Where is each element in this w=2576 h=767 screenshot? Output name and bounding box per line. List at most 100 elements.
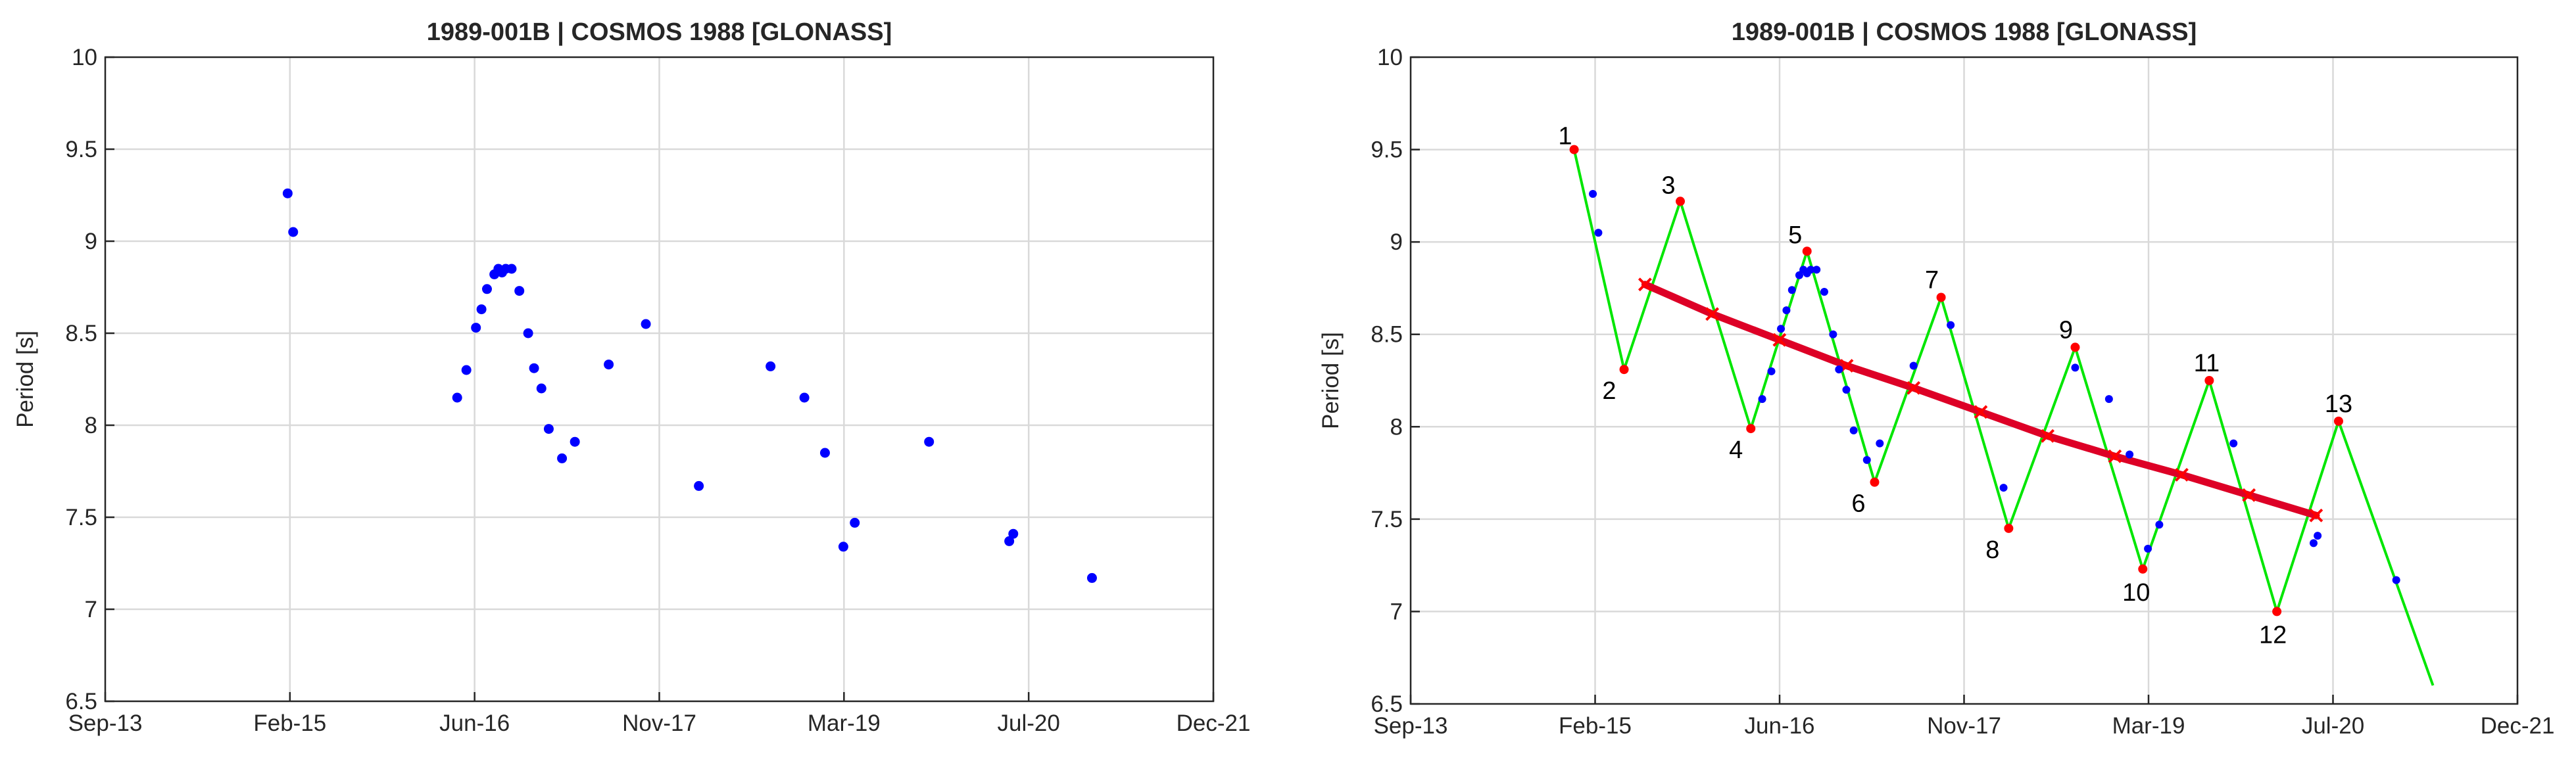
right-data-point — [2155, 521, 2164, 529]
left-data-point — [1086, 572, 1097, 583]
right-data-point — [1807, 266, 1815, 274]
right-y-tick-label: 9.5 — [1371, 137, 1403, 163]
right-extremum-label: 3 — [1661, 172, 1675, 199]
left-ticks: Sep-13 Feb-15 Jun-16 Nov-17 Mar-19 Jul-20 Dec-… — [65, 45, 1250, 736]
right-y-tick-label: 10 — [1377, 45, 1403, 70]
left-y-tick-label: 7 — [85, 597, 97, 622]
left-x-tick-label: Sep-13 — [68, 710, 143, 736]
right-ticks: Sep-13 Feb-15 Jun-16 Nov-17 Mar-19 Jul-20 Dec-… — [1371, 45, 2554, 739]
left-x-tick-label: Jul-20 — [998, 710, 1060, 736]
right-extremum-marker — [2204, 376, 2214, 385]
left-data-layer — [282, 188, 1097, 583]
right-data-point — [2104, 395, 2113, 404]
left-y-tick-label: 9.5 — [65, 137, 97, 162]
right-extremum-marker — [2138, 564, 2148, 574]
right-data-point — [1999, 484, 2008, 492]
right-trend-marker — [1974, 405, 1988, 419]
left-y-tick-label: 7.5 — [65, 505, 97, 530]
right-extremum-label: 1 — [1558, 123, 1572, 151]
right-y-tick-label: 8 — [1390, 414, 1403, 440]
right-data-point — [1589, 190, 1597, 198]
right-trend-marker — [2108, 449, 2122, 463]
right-data-point — [1829, 330, 1837, 338]
right-extremum-marker — [2272, 607, 2282, 616]
right-data-point — [2126, 450, 2134, 459]
left-y-tick-label: 10 — [72, 45, 97, 70]
right-trend-marker — [2242, 488, 2256, 502]
right-extremum-label: 11 — [2194, 350, 2220, 377]
left-data-point — [694, 480, 704, 491]
right-data-point — [2071, 363, 2079, 372]
right-data-point — [2309, 539, 2318, 547]
right-data-point — [1820, 288, 1828, 296]
right-y-tick-label: 7 — [1390, 599, 1403, 624]
right-data-point — [1849, 426, 1858, 434]
right-trend-marker — [1772, 333, 1787, 347]
left-x-tick-label: Mar-19 — [808, 710, 881, 736]
right-extremum-marker — [1619, 365, 1629, 375]
right-x-tick-label: Jun-16 — [1744, 713, 1814, 739]
right-extremum-label: 6 — [1851, 490, 1865, 518]
right-extremum-label: 2 — [1602, 377, 1616, 405]
right-x-tick-label: Jul-20 — [2302, 713, 2364, 739]
right-extremum-label: 13 — [2325, 390, 2352, 418]
right-y-axis-label: Period [s] — [1318, 332, 1344, 429]
right-data-point — [1947, 321, 1955, 329]
left-data-point — [282, 188, 293, 198]
left-chart-title: 1989-001B | COSMOS 1988 [GLONASS] — [427, 18, 892, 46]
left-data-point — [481, 284, 492, 294]
right-data-point — [1795, 271, 1803, 279]
left-x-tick-label: Dec-21 — [1177, 710, 1251, 736]
left-y-tick-label: 8 — [85, 413, 97, 438]
right-extremum-label: 12 — [2259, 621, 2287, 649]
right-data-point — [1782, 306, 1791, 315]
left-data-point — [1008, 528, 1019, 539]
left-data-point — [506, 264, 517, 274]
right-data-point — [2314, 532, 2322, 540]
right-extremum-marker — [1870, 477, 1880, 487]
left-chart-panel: Sep-13 Feb-15 Jun-16 Nov-17 Mar-19 Jul-20 Dec-… — [12, 18, 1250, 736]
right-data-point — [1876, 439, 1884, 448]
right-x-tick-label: Nov-17 — [1927, 713, 2001, 739]
left-data-point — [1004, 536, 1015, 546]
left-y-axis-label: Period [s] — [12, 331, 38, 428]
right-extremum-label: 7 — [1925, 266, 1939, 294]
right-data-point — [2144, 544, 2152, 553]
left-data-point — [604, 360, 614, 370]
left-data-point — [452, 392, 462, 403]
left-data-point — [288, 227, 299, 237]
left-y-tick-label: 9 — [85, 229, 97, 254]
right-y-tick-label: 6.5 — [1371, 691, 1403, 717]
right-extremum-label: 9 — [2059, 316, 2073, 344]
right-y-tick-label: 8.5 — [1371, 322, 1403, 348]
right-extremum-marker — [2004, 523, 2014, 533]
left-data-point — [523, 328, 533, 338]
right-extremum-label: 8 — [1985, 536, 1999, 564]
left-data-point — [850, 517, 860, 528]
left-x-tick-label: Nov-17 — [622, 710, 696, 736]
right-x-tick-label: Mar-19 — [2112, 713, 2185, 739]
left-data-point — [536, 383, 547, 394]
left-data-point — [819, 448, 830, 458]
right-y-tick-label: 9 — [1390, 229, 1403, 255]
left-data-point — [543, 424, 554, 434]
right-trend-marker — [2175, 467, 2189, 482]
left-data-point — [799, 392, 810, 403]
left-y-tick-label: 8.5 — [65, 321, 97, 346]
left-data-point — [529, 363, 539, 373]
right-y-tick-label: 7.5 — [1371, 507, 1403, 532]
right-data-point — [1594, 229, 1603, 237]
right-data-point — [2229, 439, 2238, 448]
left-data-point — [641, 319, 651, 329]
right-data-point — [1835, 365, 1843, 374]
right-trend-marker — [1705, 307, 1720, 321]
left-data-point — [514, 286, 525, 296]
right-x-tick-label: Sep-13 — [1374, 713, 1448, 739]
right-data-point — [1909, 361, 1918, 370]
left-y-tick-label: 6.5 — [65, 689, 97, 714]
right-x-tick-label: Dec-21 — [2481, 713, 2555, 739]
right-extremum-label: 5 — [1788, 221, 1802, 249]
right-data-point — [1787, 286, 1796, 294]
